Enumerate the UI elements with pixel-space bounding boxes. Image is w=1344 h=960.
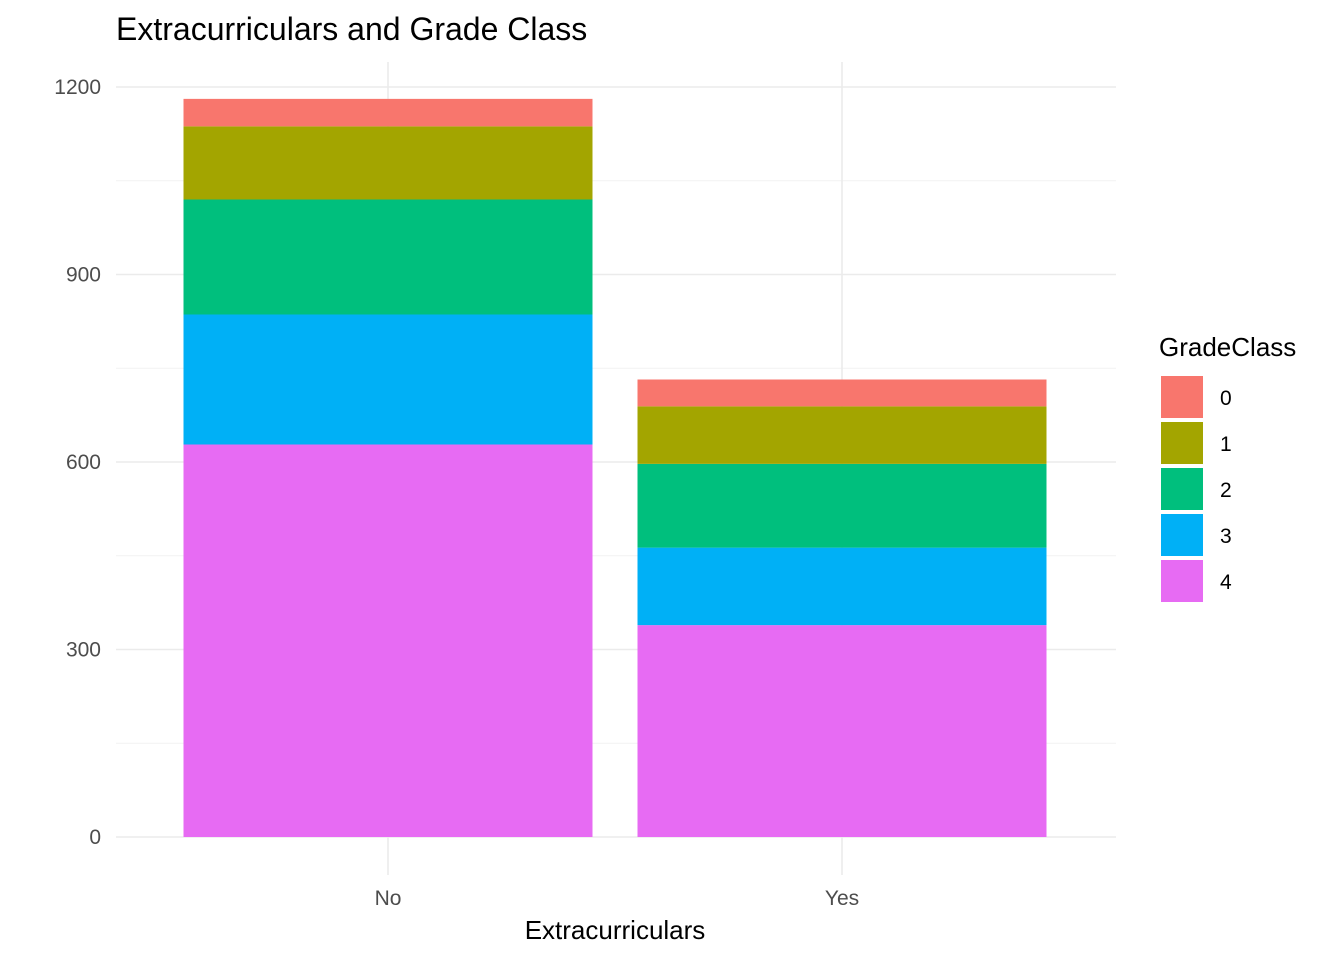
legend-label-2: 2	[1220, 479, 1232, 502]
bar-segment-no-class-3	[183, 314, 593, 445]
bar-segment-no-class-4	[183, 444, 593, 837]
legend-label-4: 4	[1220, 571, 1232, 594]
legend-label-1: 1	[1220, 433, 1232, 456]
legend-title: GradeClass	[1159, 332, 1296, 362]
y-axis-ticks: 0 300 600 900 1200	[54, 76, 101, 849]
x-tick-label: Yes	[825, 887, 859, 910]
bar-segment-yes-class-3	[637, 547, 1047, 626]
legend-swatch-0	[1161, 376, 1203, 418]
bar-segment-no-class-2	[183, 199, 593, 315]
legend-swatch-3	[1161, 514, 1203, 556]
y-tick-label: 0	[89, 826, 101, 849]
bar-segment-no-class-0	[183, 98, 593, 127]
y-tick-label: 1200	[54, 76, 101, 99]
legend-label-0: 0	[1220, 387, 1232, 410]
x-axis-ticks: No Yes	[375, 887, 860, 910]
bar-segment-yes-class-2	[637, 463, 1047, 548]
y-tick-label: 300	[66, 639, 101, 662]
legend-swatch-4	[1161, 560, 1203, 602]
bar-segment-yes-class-1	[637, 406, 1047, 464]
x-axis-title: Extracurriculars	[525, 915, 706, 945]
x-tick-label: No	[375, 887, 402, 910]
y-tick-label: 900	[66, 264, 101, 287]
y-tick-label: 600	[66, 451, 101, 474]
legend-label-3: 3	[1220, 525, 1232, 548]
bars	[183, 98, 1047, 837]
chart-title: Extracurriculars and Grade Class	[116, 11, 587, 47]
bar-segment-no-class-1	[183, 126, 593, 200]
bar-segment-yes-class-4	[637, 625, 1047, 837]
legend-swatch-2	[1161, 468, 1203, 510]
legend: GradeClass 0 1 2 3 4	[1159, 332, 1296, 602]
legend-swatch-1	[1161, 422, 1203, 464]
bar-segment-yes-class-0	[637, 379, 1047, 407]
